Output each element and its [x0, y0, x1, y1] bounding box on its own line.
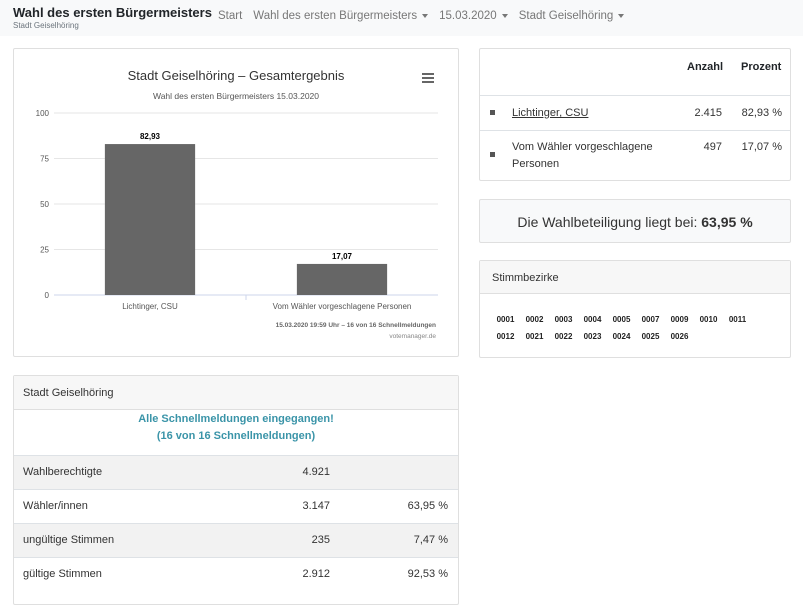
district-link[interactable]: 0007 [641, 315, 660, 324]
chart-card: 0 25 50 75 100 82,93 Lichtinger, CSU 17,07 Vom W… [13, 48, 459, 357]
caret-down-icon [422, 14, 429, 18]
candidate-count: 2.415 [694, 107, 722, 119]
divider [480, 130, 790, 131]
stat-label: gültige Stimmen [23, 568, 102, 580]
turnout-value: 63,95 % [701, 214, 753, 230]
brand-title[interactable]: Wahl des ersten Bürgermeisters [13, 5, 212, 20]
nav-election-dropdown[interactable]: Wahl des ersten Bürgermeisters [253, 10, 429, 22]
turnout-text: Die Wahlbeteiligung liegt bei: 63,95 % [480, 214, 790, 230]
districts-header: Stimmbezirke [480, 261, 790, 294]
turnout-card: Die Wahlbeteiligung liegt bei: 63,95 % [479, 199, 791, 243]
stat-percent: 63,95 % [407, 500, 448, 512]
chart-menu-icon[interactable] [422, 73, 434, 83]
candidate-percent: 82,93 % [741, 107, 782, 119]
district-link[interactable]: 0001 [496, 315, 515, 324]
stat-value: 2.912 [302, 568, 330, 580]
stats-row: ungültige Stimmen 235 7,47 % [14, 523, 458, 557]
nav-area-dropdown[interactable]: Stadt Geiselhöring [519, 10, 625, 22]
turnout-label: Die Wahlbeteiligung liegt bei: [517, 214, 698, 230]
candidate-link[interactable]: Lichtinger, CSU [512, 107, 589, 119]
nav-election-label: Wahl des ersten Bürgermeisters [253, 10, 418, 22]
stat-label: ungültige Stimmen [23, 534, 115, 546]
stat-value: 3.147 [302, 500, 330, 512]
navbar: Wahl des ersten Bürgermeisters Stadt Gei… [0, 0, 803, 36]
bar-chart: 0 25 50 75 100 82,93 Lichtinger, CSU 17,07 Vom W… [36, 109, 438, 311]
stat-percent: 7,47 % [413, 534, 448, 546]
candidate-count: 497 [703, 141, 722, 153]
stats-notice-line1: Alle Schnellmeldungen eingegangen! [138, 413, 334, 425]
y-tick-label: 75 [40, 155, 49, 164]
x-tick-label: Lichtinger, CSU [122, 302, 178, 311]
caret-down-icon [501, 14, 508, 18]
data-label: 82,93 [140, 132, 161, 141]
data-label: 17,07 [332, 252, 353, 261]
bar [104, 144, 196, 295]
candidate-percent: 17,07 % [741, 141, 782, 153]
nav-area-label: Stadt Geiselhöring [518, 10, 614, 22]
count-header: Anzahl [687, 61, 724, 73]
stats-row: gültige Stimmen 2.912 92,53 % [14, 557, 458, 591]
districts-card: Stimmbezirke 0001 0002 0003 0004 0005 0007 000… [479, 260, 791, 358]
chart-title: Stadt Geiselhöring – Gesamtergebnis [127, 68, 345, 83]
chart-subtitle: Wahl des ersten Bürgermeisters 15.03.202… [153, 91, 319, 101]
stats-card: Stadt Geiselhöring Alle Schnellmeldungen… [13, 375, 459, 605]
divider [480, 95, 790, 96]
stat-label: Wahlberechtigte [23, 466, 103, 478]
stats-row: Wähler/innen 3.147 63,95 % [14, 489, 458, 523]
y-tick-label: 0 [45, 291, 50, 300]
y-tick-label: 50 [40, 200, 49, 209]
caret-down-icon [618, 14, 625, 18]
district-link[interactable]: 0021 [525, 332, 544, 341]
district-link[interactable]: 0023 [583, 332, 602, 341]
percent-header: Prozent [741, 61, 782, 73]
district-link[interactable]: 0024 [612, 332, 631, 341]
district-link[interactable]: 0003 [554, 315, 573, 324]
legend-square-icon [490, 152, 495, 157]
brand[interactable]: Wahl des ersten Bürgermeisters Stadt Gei… [13, 4, 212, 30]
district-link[interactable]: 0009 [670, 315, 689, 324]
stat-label: Wähler/innen [23, 500, 88, 512]
bar [296, 263, 388, 295]
stat-value: 235 [311, 534, 330, 546]
district-link[interactable]: 0004 [583, 315, 602, 324]
district-link[interactable]: 0026 [670, 332, 689, 341]
nav-date-label: 15.03.2020 [439, 10, 497, 22]
nav-menu: Start Wahl des ersten Bürgermeisters 15.… [218, 10, 625, 22]
x-tick-label: Vom Wähler vorgeschlagene Personen [273, 302, 412, 311]
stat-percent: 92,53 % [407, 568, 448, 580]
nav-start-label: Start [218, 10, 243, 22]
district-link[interactable]: 0025 [641, 332, 660, 341]
stats-notice-line2: (16 von 16 Schnellmeldungen) [156, 430, 316, 442]
candidate-name: Vom Wähler vorgeschlagene Personen [512, 141, 653, 170]
chart-credit: 15.03.2020 19:59 Uhr – 16 von 16 Schnell… [275, 322, 436, 329]
district-link[interactable]: 0010 [699, 315, 718, 324]
district-link[interactable]: 0022 [554, 332, 573, 341]
district-link[interactable]: 0011 [728, 315, 747, 324]
district-link[interactable]: 0012 [496, 332, 515, 341]
stats-row: Wahlberechtigte 4.921 [14, 455, 458, 489]
district-grid: 0001 0002 0003 0004 0005 0007 0009 0010 0011 0012… [492, 312, 762, 345]
legend-square-icon [490, 110, 495, 115]
nav-start[interactable]: Start [218, 10, 242, 22]
stats-header: Stadt Geiselhöring [14, 376, 458, 410]
district-link[interactable]: 0005 [612, 315, 631, 324]
brand-subtitle: Stadt Geiselhöring [13, 21, 79, 30]
district-link[interactable]: 0002 [525, 315, 544, 324]
y-tick-label: 100 [36, 109, 50, 118]
stat-value: 4.921 [302, 466, 330, 478]
nav-date-dropdown[interactable]: 15.03.2020 [439, 10, 508, 22]
results-table: Anzahl Prozent Lichtinger, CSU 2.415 82,… [479, 48, 791, 181]
chart-source-link[interactable]: votemanager.de [389, 333, 436, 340]
y-tick-label: 25 [40, 246, 49, 255]
